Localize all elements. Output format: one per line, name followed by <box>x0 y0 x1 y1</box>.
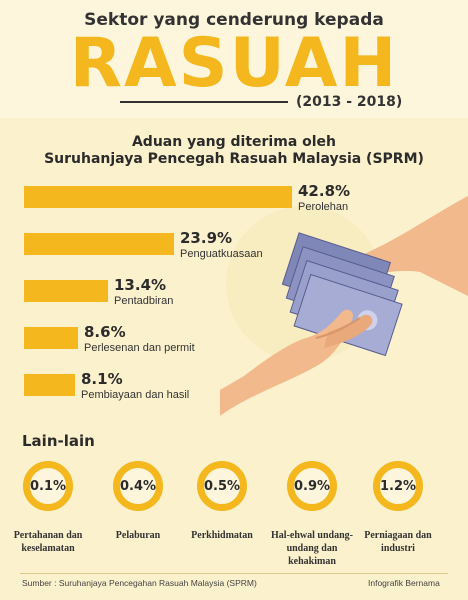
bar-category-label-2: Pentadbiran <box>114 295 174 307</box>
bar-value-label-2: 13.4% <box>114 276 167 294</box>
bar-0 <box>24 186 292 208</box>
others-circle-3: 0.9% <box>287 461 337 511</box>
chart-title-line1: Aduan yang diterima oleh <box>131 134 337 150</box>
header-title: RASUAH <box>69 24 399 103</box>
bar-2 <box>24 280 108 302</box>
bar-value-label-3: 8.6% <box>84 323 126 341</box>
bar-1 <box>24 233 174 255</box>
others-circle-1: 0.4% <box>113 461 163 511</box>
others-heading: Lain-lain <box>22 432 95 450</box>
bar-category-label-4: Pembiayaan dan hasil <box>81 389 190 401</box>
hands-money-illustration <box>220 196 468 416</box>
others-label-4: Perniagaan dan industri <box>364 530 432 554</box>
bar-value-label-4: 8.1% <box>81 370 123 388</box>
chart-subtitle: Aduan yang diterima oleh Suruhanjaya Pen… <box>0 134 468 168</box>
others-label-3: Hal-ehwal undang-undang dan kehakiman <box>271 530 353 567</box>
footer-source: Sumber : Suruhanjaya Pencegahan Rasuah M… <box>22 578 257 588</box>
header-kicker: Sektor yang cenderung kepada <box>84 10 384 30</box>
others-label-0: Pertahanan dan keselamatan <box>13 530 83 554</box>
footer-credit: Infografik Bernama <box>368 578 440 588</box>
bar-value-label-1: 23.9% <box>180 229 233 247</box>
others-label-2: Perkhidmatan <box>191 530 253 541</box>
others-circle-0: 0.1% <box>23 461 73 511</box>
others-label-1: Pelaburan <box>115 530 161 541</box>
footer-rule <box>20 573 448 574</box>
bar-category-label-0: Perolehan <box>298 201 349 213</box>
bar-4 <box>24 374 75 396</box>
bar-category-label-1: Penguatkuasaan <box>180 248 263 260</box>
header-background <box>0 0 468 118</box>
bar-category-label-3: Perlesenan dan permit <box>84 342 195 354</box>
others-circle-2: 0.5% <box>197 461 247 511</box>
header-period: (2013 - 2018) <box>296 94 403 110</box>
bar-value-label-0: 42.8% <box>298 182 351 200</box>
others-circle-4: 1.2% <box>373 461 423 511</box>
chart-title-line2: Suruhanjaya Pencegah Rasuah Malaysia (SP… <box>44 151 424 167</box>
bar-3 <box>24 327 78 349</box>
header-rule <box>120 101 288 103</box>
